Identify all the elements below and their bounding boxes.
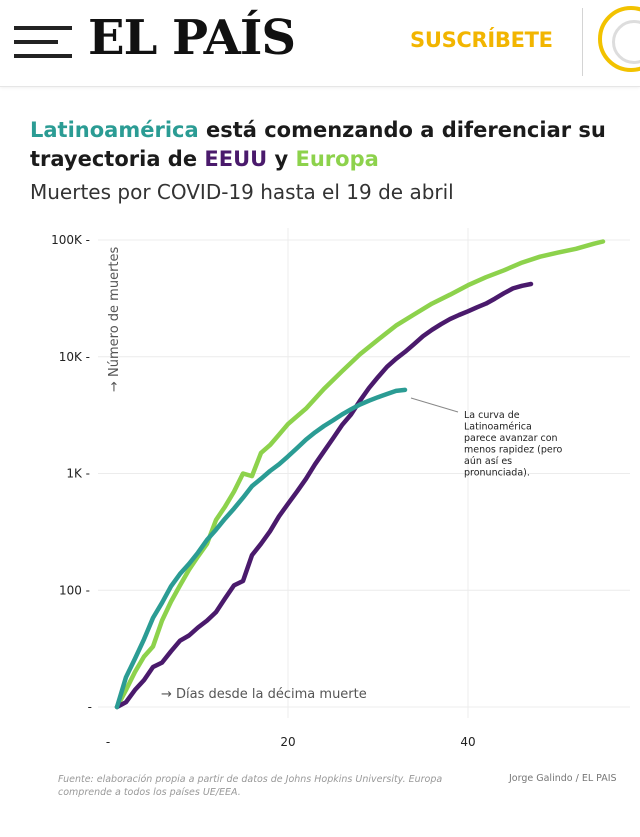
annotation-line: pronunciada). [464, 468, 530, 479]
title-and: y [267, 147, 296, 171]
y-axis-ticks: 100K - 10K - 1K - 100 - - [51, 233, 92, 714]
y-axis-label: → Número de muertes [107, 246, 122, 392]
annotation-line: Latinoamérica [464, 422, 532, 433]
annotation-line: menos rapidez (pero [464, 445, 562, 456]
x-axis-ticks: - 20 40 [106, 735, 476, 749]
y-tick-label: - [88, 700, 92, 714]
title-mid: está comenzando a diferenciar su trayect… [30, 118, 606, 171]
annotation-line: aún así es [464, 456, 512, 467]
y-tick-label: 100K - [51, 233, 90, 247]
y-tick-label: 10K - [59, 350, 90, 364]
annotation-leader-line [410, 397, 459, 413]
y-tick-label: 1K - [66, 467, 90, 481]
series-line-europa [114, 239, 606, 710]
annotation-line: La curva de [464, 410, 520, 421]
chart-author: Jorge Galindo / EL PAIS [509, 773, 617, 784]
subscribe-button[interactable]: SUSCRÍBETE [410, 28, 553, 52]
x-axis-label: → Días desde la décima muerte [161, 687, 367, 702]
user-account-icon[interactable] [598, 6, 640, 72]
series-line-latinoamrica [114, 387, 408, 710]
x-tick-label: - [106, 735, 110, 749]
title-europa: Europa [295, 147, 379, 171]
chart-source: Fuente: elaboración propia a partir de d… [58, 774, 443, 798]
title-eeuu: EEUU [204, 147, 268, 171]
grid-lines [98, 228, 630, 718]
x-tick-label: 40 [460, 735, 475, 749]
header-divider [582, 8, 583, 76]
chart-container: Latinoamérica está comenzando a diferenc… [0, 100, 640, 837]
site-logo[interactable]: EL PAÍS [88, 10, 296, 66]
annotation-line: parece avanzar con [464, 433, 558, 444]
series-line-eeuu [114, 281, 534, 710]
x-tick-label: 20 [280, 735, 295, 749]
plot-area: 100K - 10K - 1K - 100 - - - 20 40 → Número de … [51, 228, 630, 749]
y-tick-label: 100 - [59, 583, 90, 597]
series-lines [114, 239, 606, 710]
title-latam: Latinoamérica [30, 118, 199, 142]
chart-subtitle: Muertes por COVID-19 hasta el 19 de abri… [30, 180, 454, 204]
hamburger-menu-icon[interactable] [14, 26, 72, 60]
chart-title: Latinoamérica está comenzando a diferenc… [30, 116, 630, 174]
site-header: EL PAÍS SUSCRÍBETE [0, 0, 640, 87]
